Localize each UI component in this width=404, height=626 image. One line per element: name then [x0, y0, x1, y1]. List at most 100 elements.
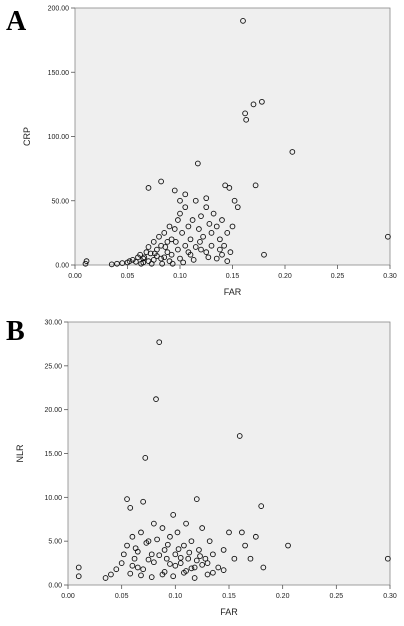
data-point	[259, 98, 265, 105]
data-point	[132, 545, 139, 552]
data-point	[208, 230, 215, 236]
data-point	[156, 339, 163, 346]
data-point	[113, 566, 120, 573]
x-tick-label: 0.05	[121, 273, 135, 280]
data-point	[229, 223, 236, 230]
data-point	[83, 258, 90, 264]
data-point	[234, 204, 241, 211]
data-point	[181, 542, 187, 549]
data-point	[134, 564, 141, 571]
data-point	[159, 571, 166, 578]
data-point	[206, 221, 213, 227]
data-point	[215, 564, 222, 571]
data-point	[385, 233, 391, 240]
data-point	[185, 555, 192, 562]
data-point	[108, 571, 114, 578]
y-tick-label: 25.00	[44, 363, 62, 370]
data-point	[185, 249, 192, 256]
data-point	[204, 560, 211, 566]
x-tick-label: 0.25	[330, 593, 344, 600]
panel-letter-b: B	[6, 316, 25, 347]
data-point	[127, 570, 134, 577]
y-tick-label: 200.00	[48, 6, 70, 13]
data-point	[129, 562, 136, 569]
data-point	[148, 260, 155, 267]
x-axis-label: FAR	[220, 607, 238, 617]
data-point	[148, 574, 155, 580]
data-point	[289, 149, 296, 155]
data-point	[82, 260, 89, 267]
plot-area	[74, 7, 391, 266]
data-point	[108, 261, 115, 268]
data-point	[182, 204, 189, 211]
data-point	[197, 239, 203, 245]
data-point	[182, 242, 189, 249]
data-point	[154, 536, 160, 543]
data-point	[179, 230, 185, 236]
data-point	[120, 551, 127, 558]
data-point	[177, 197, 183, 204]
data-point	[177, 560, 184, 566]
data-point	[151, 559, 157, 566]
data-point	[210, 551, 216, 558]
data-point	[192, 244, 199, 250]
data-point	[168, 236, 175, 243]
data-point	[200, 233, 206, 240]
data-point	[161, 547, 168, 553]
y-tick-label: 100.00	[48, 134, 70, 141]
x-tick-label: 0.00	[61, 593, 75, 600]
x-axis-label: FAR	[224, 287, 242, 297]
data-point	[172, 239, 179, 245]
data-point	[193, 557, 200, 564]
data-point	[206, 538, 213, 545]
data-point	[260, 564, 267, 571]
data-point	[162, 244, 169, 250]
data-point	[285, 542, 291, 549]
data-point	[174, 529, 181, 536]
data-point	[199, 561, 206, 568]
data-point	[191, 564, 198, 571]
data-point	[127, 505, 134, 511]
plot-area	[67, 321, 391, 586]
y-axis-label: NLR	[15, 444, 25, 463]
data-point	[172, 562, 179, 569]
data-point	[181, 569, 187, 576]
data-point	[145, 244, 152, 250]
y-tick-label: 50.00	[51, 198, 69, 205]
data-point	[191, 575, 198, 581]
data-point	[164, 239, 171, 245]
data-point	[231, 197, 238, 204]
y-tick-label: 0.00	[48, 583, 62, 590]
data-point	[198, 246, 204, 253]
data-point	[252, 182, 259, 189]
data-point	[102, 575, 109, 581]
data-point	[220, 567, 227, 573]
data-point	[219, 251, 225, 258]
x-tick-label: 0.30	[383, 273, 397, 280]
data-point	[175, 217, 181, 223]
data-point	[196, 547, 202, 553]
data-point	[156, 552, 163, 559]
data-point	[196, 226, 202, 232]
data-point	[159, 525, 166, 531]
data-point	[182, 191, 189, 198]
data-point	[217, 246, 223, 253]
data-point	[220, 547, 227, 553]
data-point	[205, 254, 212, 261]
data-point	[189, 217, 196, 223]
data-point	[168, 251, 175, 258]
panel-letter-a: A	[6, 6, 27, 37]
data-point	[221, 242, 227, 249]
x-tick-label: 0.00	[68, 273, 82, 280]
data-point	[231, 555, 238, 562]
data-point	[247, 555, 254, 562]
data-point	[185, 223, 192, 230]
data-point	[158, 178, 164, 185]
data-point	[151, 250, 158, 257]
data-point	[158, 255, 164, 262]
data-point	[164, 541, 171, 548]
x-tick-label: 0.15	[222, 593, 236, 600]
data-point	[138, 260, 145, 267]
x-tick-label: 0.30	[383, 593, 397, 600]
